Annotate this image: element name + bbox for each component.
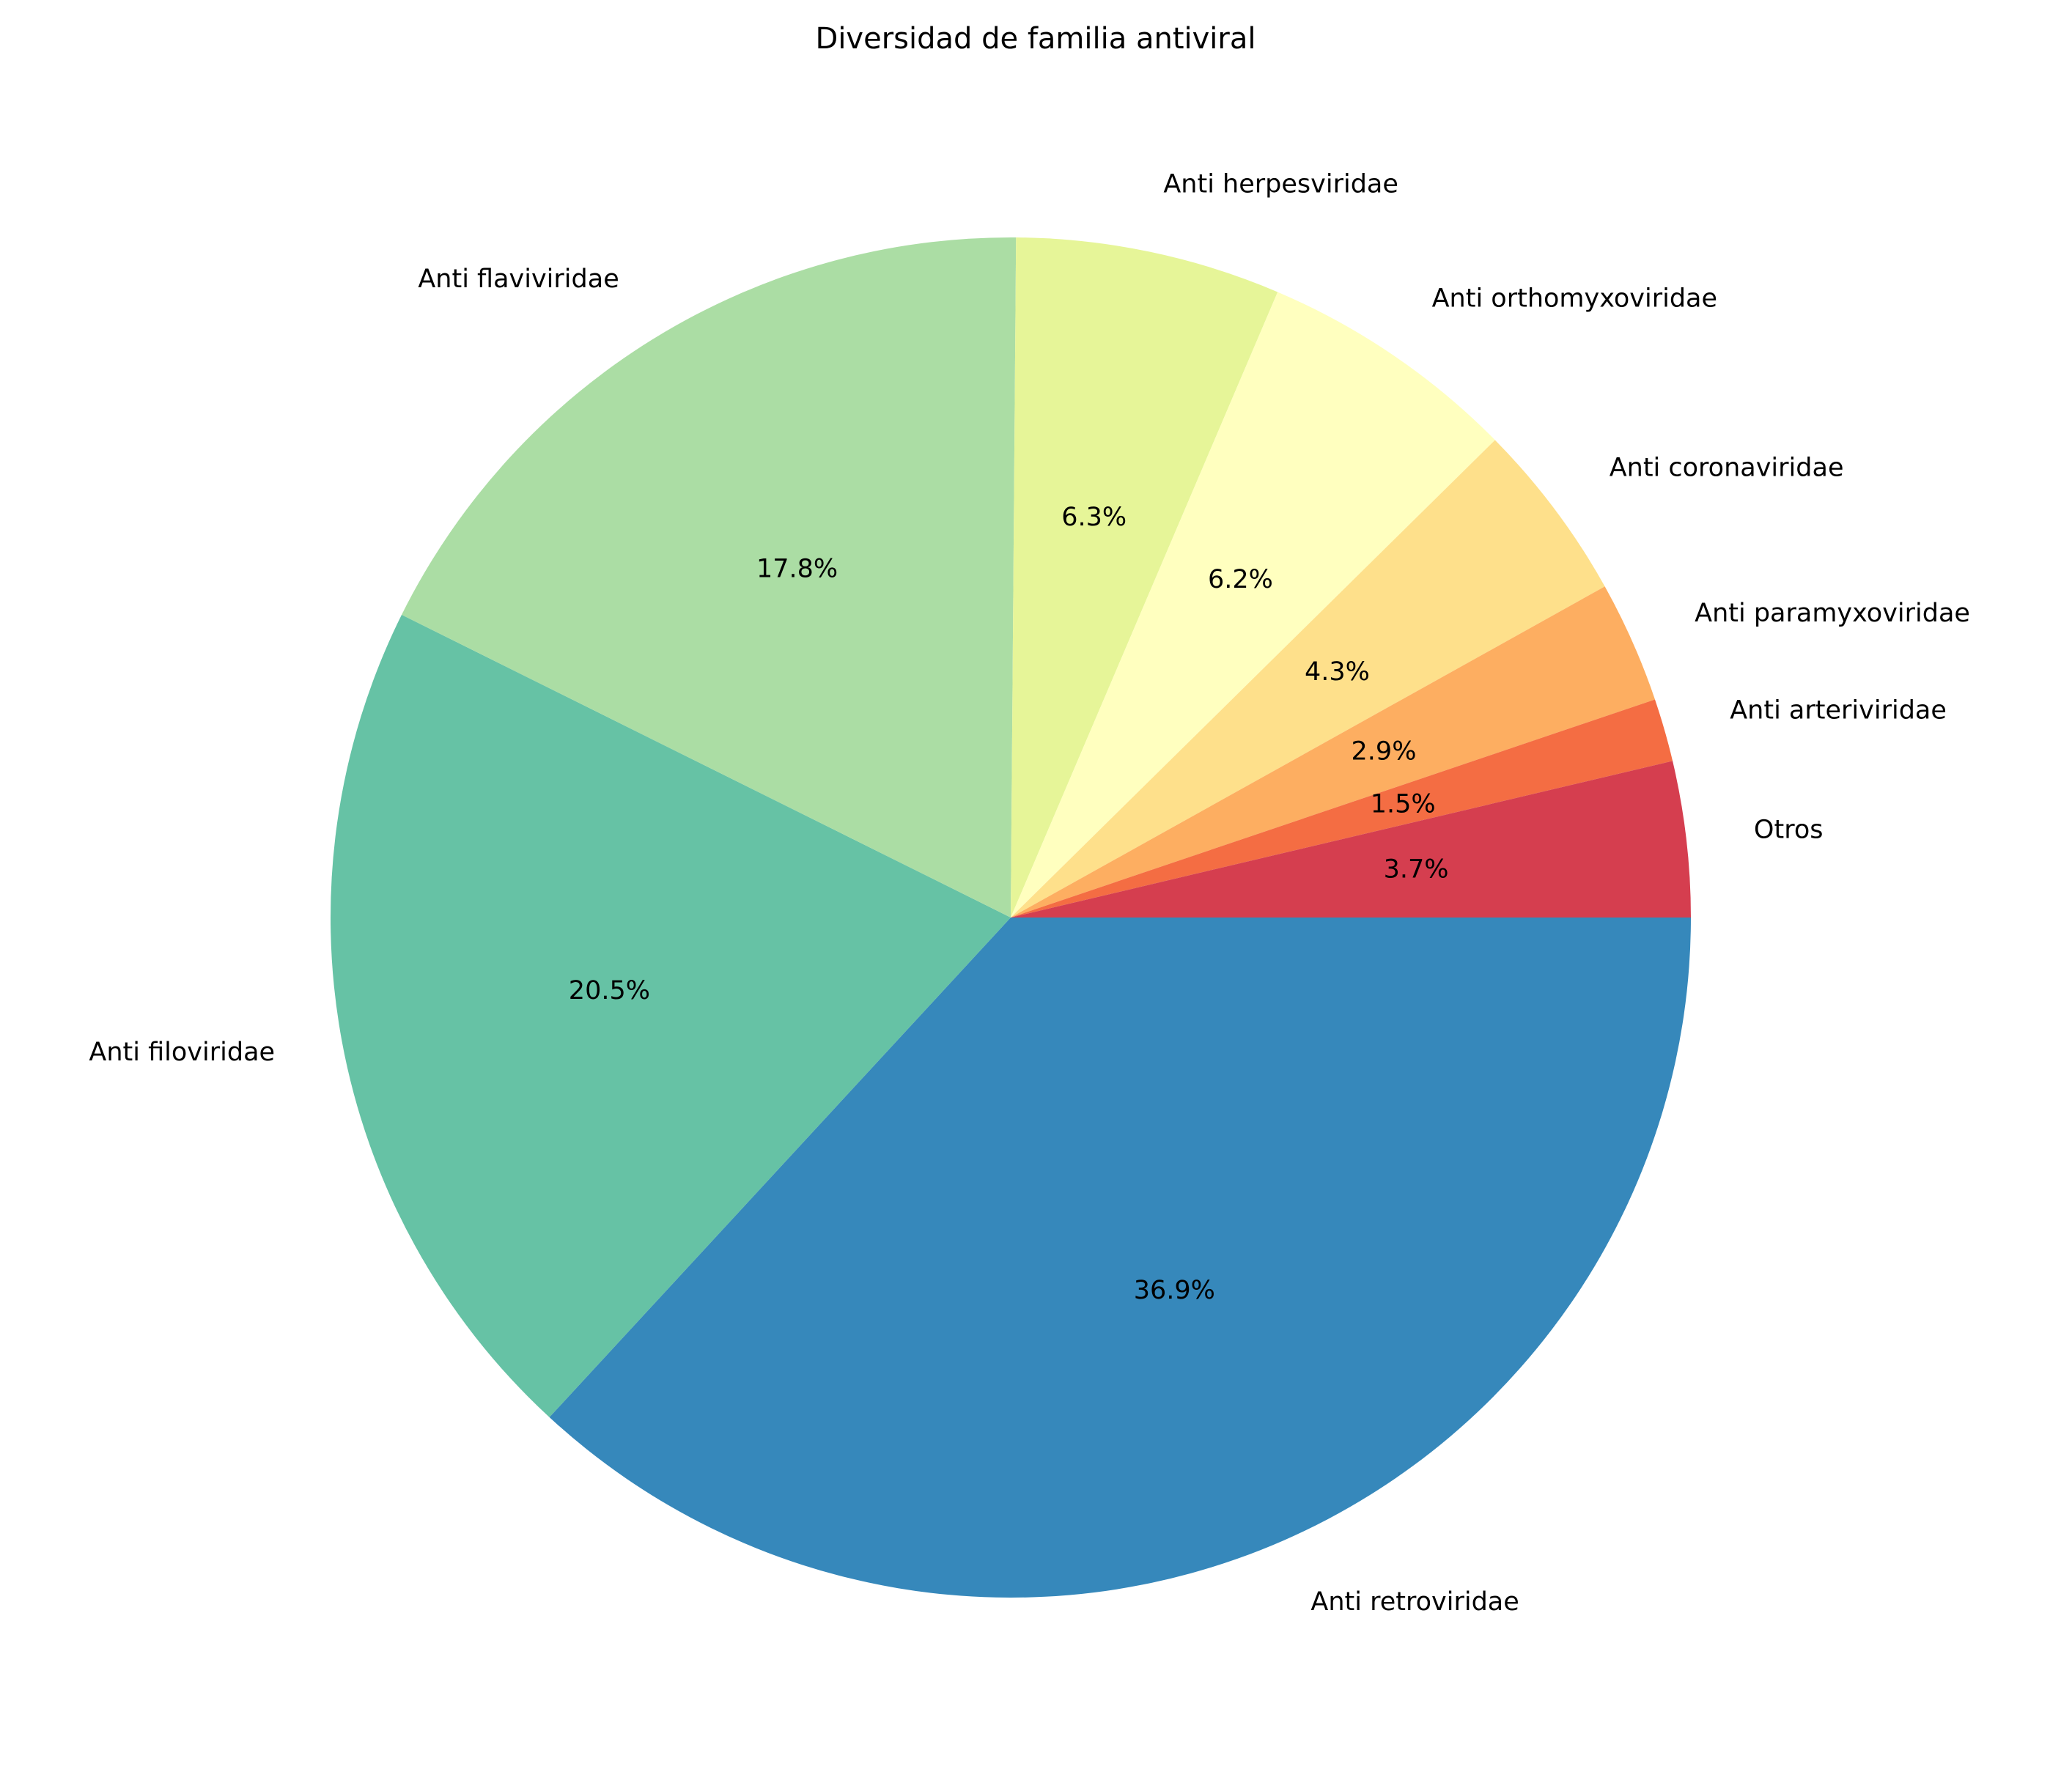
slice-labels: Anti retroviridae Anti filoviridae Anti fl… (89, 170, 1970, 1617)
chart-title: Diversidad de familia antiviral (816, 22, 1256, 56)
slice-percent-otros: 3.7% (1384, 854, 1449, 884)
slice-label-anti-filoviridae: Anti filoviridae (89, 1038, 275, 1067)
slice-percent-anti-flaviviridae: 17.8% (756, 555, 838, 584)
slice-percent-anti-retroviridae: 36.9% (1134, 1276, 1215, 1305)
slice-label-anti-retroviridae: Anti retroviridae (1310, 1587, 1519, 1617)
slice-label-anti-herpesviridae: Anti herpesviridae (1163, 170, 1398, 199)
slice-label-anti-arteriviridae: Anti arteriviridae (1730, 696, 1947, 726)
slice-percent-anti-paramyxoviridae: 2.9% (1352, 737, 1417, 766)
slice-percent-anti-coronaviridae: 4.3% (1305, 657, 1370, 687)
slice-label-anti-paramyxoviridae: Anti paramyxoviridae (1695, 599, 1970, 628)
slice-percent-labels: 36.9% 20.5% 17.8% 6.3% 6.2% 4.3% 2.9% 1.5% 3.7% (569, 503, 1449, 1305)
slice-percent-anti-filoviridae: 20.5% (569, 976, 650, 1005)
pie-slice-anti-retroviridae (549, 918, 1691, 1598)
pie-slice-anti-coronaviridae (1011, 440, 1605, 918)
pie-slice-otros (1011, 761, 1691, 918)
slice-label-anti-coronaviridae: Anti coronaviridae (1610, 454, 1844, 483)
pie-slice-anti-filoviridae (331, 614, 1011, 1417)
pie-slice-anti-paramyxoviridae (1011, 586, 1656, 918)
slice-label-anti-orthomyxoviridae: Anti orthomyxoviridae (1432, 284, 1717, 313)
pie-slice-anti-arteriviridae (1011, 699, 1673, 918)
slice-percent-anti-herpesviridae: 6.3% (1061, 503, 1127, 532)
slice-percent-anti-arteriviridae: 1.5% (1371, 789, 1436, 819)
slice-label-anti-flaviviridae: Anti flaviviridae (418, 265, 619, 294)
slice-label-otros: Otros (1754, 816, 1824, 845)
pie-slice-anti-orthomyxoviridae (1011, 292, 1495, 918)
pie-slices (331, 237, 1691, 1598)
pie-slice-anti-herpesviridae (1011, 237, 1278, 918)
pie-slice-anti-flaviviridae (402, 237, 1017, 918)
slice-percent-anti-orthomyxoviridae: 6.2% (1208, 565, 1273, 594)
